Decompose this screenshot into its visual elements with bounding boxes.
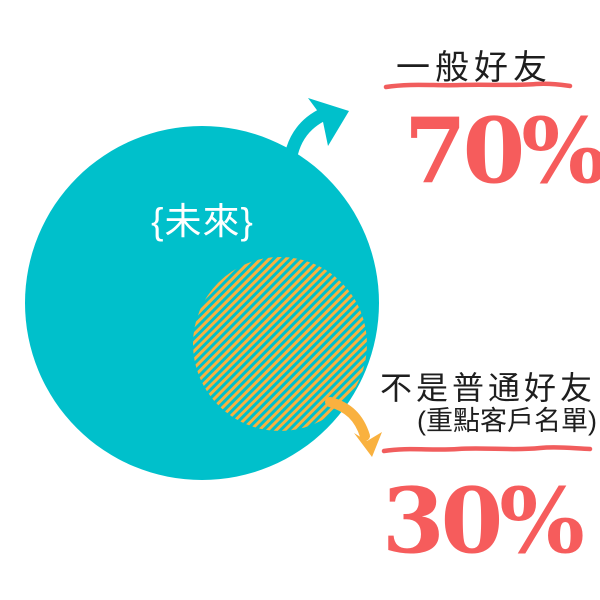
red-underline-bottom	[381, 445, 593, 454]
inner-circle-30-percent	[193, 257, 367, 431]
orange-arrow-shaft	[325, 397, 370, 441]
key-clients-value: 30%	[382, 468, 585, 574]
orange-arrow-head-icon	[354, 432, 382, 457]
teal-arrow-head-icon	[308, 98, 349, 146]
red-underline-top	[383, 81, 573, 90]
general-friends-value: 70%	[404, 98, 600, 204]
key-clients-sublabel: (重點客戶名單)	[417, 406, 597, 436]
teal-arrow-shaft	[282, 107, 331, 179]
key-clients-label: 不是普通好友	[379, 370, 596, 406]
general-friends-label: 一般好友	[396, 49, 552, 87]
future-circle-label: {未來}	[151, 201, 254, 242]
